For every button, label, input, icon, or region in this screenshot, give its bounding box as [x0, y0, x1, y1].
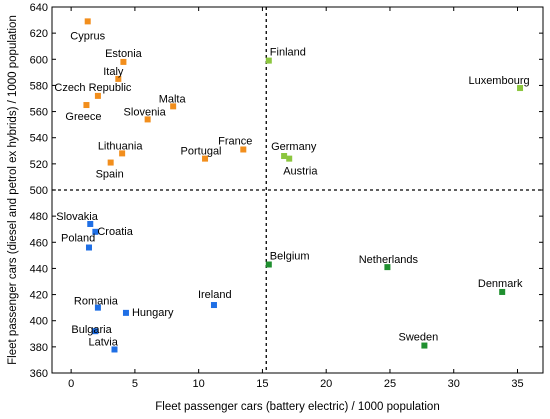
y-tick-label: 560 [30, 107, 48, 119]
data-label-portugal: Portugal [181, 146, 222, 158]
y-axis-title: Fleet passenger cars (diesel and petrol … [7, 15, 19, 365]
data-label-latvia: Latvia [88, 336, 118, 348]
data-point-ireland [210, 302, 217, 309]
data-point-romania [94, 304, 101, 311]
y-tick-label: 620 [30, 28, 48, 40]
data-label-italy: Italy [103, 66, 124, 78]
y-tick-label: 400 [30, 316, 48, 328]
data-point-cyprus [84, 18, 91, 25]
x-tick-label: 0 [68, 378, 74, 390]
x-tick-label: 30 [448, 378, 460, 390]
data-label-slovakia: Slovakia [56, 211, 98, 223]
data-point-italy [115, 75, 122, 82]
data-label-lithuania: Lithuania [98, 140, 144, 152]
x-tick-label: 10 [193, 378, 205, 390]
y-axis: 360 380 400 420 440 460 480 500 520 540 560 580 600 6… [30, 2, 543, 380]
data-label-netherlands: Netherlands [359, 254, 419, 266]
x-tick-label: 35 [511, 378, 523, 390]
x-tick-label: 15 [256, 378, 268, 390]
data-point-spain [107, 159, 114, 166]
y-tick-label: 520 [30, 159, 48, 171]
data-label-france: France [218, 135, 252, 147]
y-tick-label: 540 [30, 133, 48, 145]
data-point-belgium [265, 261, 272, 268]
data-point-slovakia [87, 220, 94, 227]
data-point-germany [281, 153, 288, 160]
data-label-croatia: Croatia [97, 226, 133, 238]
x-tick-label: 25 [384, 378, 396, 390]
data-label-austria: Austria [283, 166, 318, 178]
data-label-slovenia: Slovenia [124, 106, 167, 118]
x-axis: 0 5 10 15 20 25 30 35 [68, 7, 524, 390]
x-axis-title: Fleet passenger cars (battery electric) … [155, 401, 439, 413]
data-label-malta: Malta [159, 93, 187, 105]
data-point-czech-republic [94, 92, 101, 99]
x-tick-label: 20 [320, 378, 332, 390]
data-point-estonia [120, 58, 127, 65]
data-label-estonia: Estonia [105, 48, 143, 60]
y-tick-label: 420 [30, 290, 48, 302]
data-point-latvia [111, 346, 118, 353]
data-point-poland [85, 244, 92, 251]
data-point-denmark [499, 288, 506, 295]
data-label-romania: Romania [74, 296, 119, 308]
x-tick-label: 5 [132, 378, 138, 390]
data-point-lithuania [119, 150, 126, 157]
y-tick-label: 480 [30, 211, 48, 223]
data-point-netherlands [384, 264, 391, 271]
data-point-croatia [92, 228, 99, 235]
y-tick-label: 460 [30, 237, 48, 249]
y-tick-label: 580 [30, 80, 48, 92]
data-point-sweden [421, 342, 428, 349]
y-tick-label: 440 [30, 263, 48, 275]
reference-lines [52, 7, 543, 373]
data-label-spain: Spain [96, 169, 124, 181]
data-point-france [240, 146, 247, 153]
data-label-ireland: Ireland [198, 289, 232, 301]
data-label-luxembourg: Luxembourg [468, 75, 529, 87]
data-point-greece [83, 102, 90, 109]
data-point-slovenia [144, 116, 151, 123]
y-tick-label: 380 [30, 342, 48, 354]
y-tick-label: 360 [30, 368, 48, 380]
data-label-finland: Finland [270, 47, 306, 59]
data-label-denmark: Denmark [478, 278, 523, 290]
data-label-hungary: Hungary [132, 307, 174, 319]
data-label-germany: Germany [271, 141, 317, 153]
data-label-greece: Greece [65, 111, 101, 123]
data-point-portugal [202, 155, 209, 162]
y-tick-label: 500 [30, 185, 48, 197]
data-label-sweden: Sweden [399, 332, 439, 344]
data-point-luxembourg [517, 85, 524, 92]
data-label-cyprus: Cyprus [70, 30, 105, 42]
y-tick-label: 600 [30, 54, 48, 66]
data-label-belgium: Belgium [270, 251, 310, 263]
data-label-czech-republic: Czech Republic [54, 82, 132, 94]
data-label-bulgaria: Bulgaria [71, 324, 112, 336]
data-point-finland [265, 57, 272, 64]
data-point-malta [170, 103, 177, 110]
data-label-poland: Poland [61, 233, 95, 245]
data-point-austria [286, 155, 293, 162]
data-point-hungary [122, 309, 129, 316]
y-tick-label: 640 [30, 2, 48, 14]
data-point-bulgaria [92, 328, 99, 335]
data-points [83, 18, 524, 353]
